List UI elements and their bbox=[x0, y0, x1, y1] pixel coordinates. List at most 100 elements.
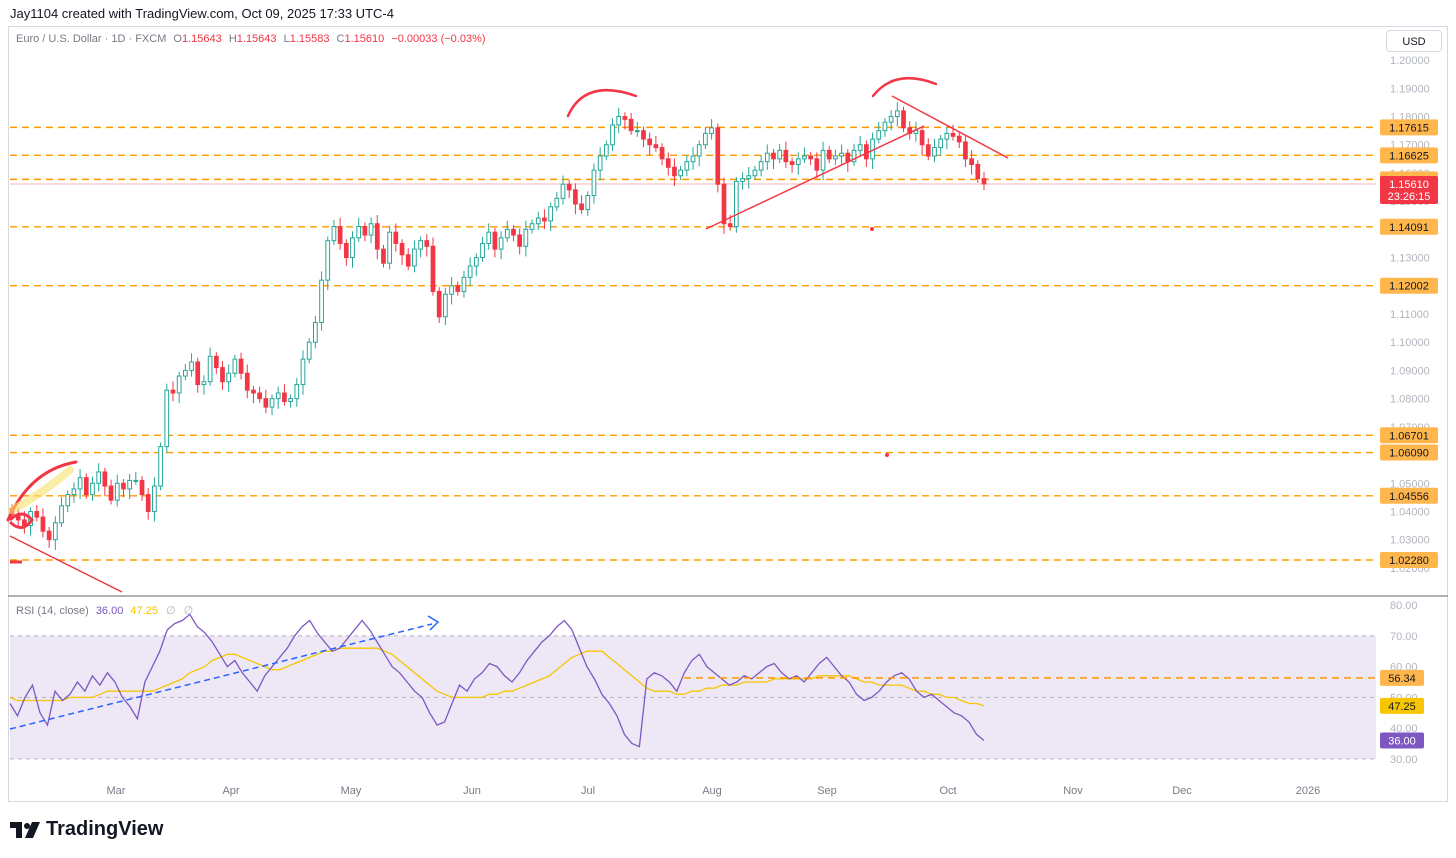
rsi-value-badge-label: 36.00 bbox=[1388, 735, 1416, 747]
price-axis-tick: 1.11000 bbox=[1390, 309, 1429, 321]
candle-body bbox=[34, 510, 40, 518]
rsi-legend: RSI (14, close) 36.00 47.25 ∅ ∅ bbox=[16, 604, 193, 617]
open-label: O bbox=[173, 33, 182, 45]
chart-frame bbox=[8, 26, 1448, 802]
low-label: L bbox=[283, 33, 290, 45]
time-axis-tick: Sep bbox=[817, 785, 837, 797]
level-badge bbox=[1380, 487, 1438, 504]
candle-body bbox=[975, 163, 981, 180]
time-axis-tick: 2026 bbox=[1296, 785, 1320, 797]
candle-body bbox=[876, 130, 882, 140]
candle-body bbox=[783, 149, 789, 163]
candle-body bbox=[814, 158, 820, 171]
candle-body bbox=[232, 358, 238, 374]
currency-button[interactable]: USD bbox=[1386, 30, 1442, 52]
candle-body bbox=[504, 228, 510, 239]
level-badge bbox=[1380, 551, 1438, 568]
time-axis-tick: Apr bbox=[222, 785, 239, 797]
candle-body bbox=[579, 203, 584, 211]
candle-body bbox=[665, 158, 671, 168]
candle-body bbox=[919, 130, 925, 146]
rsi-value-badge-label: 47.25 bbox=[1388, 701, 1416, 713]
candle-body bbox=[789, 161, 795, 165]
candle-body bbox=[300, 358, 306, 386]
candle-body bbox=[226, 372, 232, 383]
price-axis-tick: 1.13000 bbox=[1390, 253, 1430, 265]
price-axis-tick: 1.08000 bbox=[1390, 394, 1430, 406]
candle-body bbox=[207, 355, 213, 383]
rsi-axis-tick: 40.00 bbox=[1390, 723, 1418, 735]
candle-body bbox=[820, 149, 826, 171]
rsi-value: 36.00 bbox=[95, 605, 124, 617]
rsi-value-badge bbox=[1380, 669, 1424, 686]
price-axis-tick: 1.09000 bbox=[1390, 365, 1430, 377]
candle-body bbox=[325, 240, 331, 281]
candle-body bbox=[511, 228, 516, 236]
candle-body bbox=[40, 516, 46, 532]
rsi-hidden-icon-2[interactable]: ∅ bbox=[183, 605, 194, 617]
candle-body bbox=[932, 147, 937, 157]
candle-body bbox=[888, 116, 894, 123]
candle-body bbox=[46, 530, 52, 541]
candle-body bbox=[963, 141, 968, 160]
candle-body bbox=[752, 169, 758, 177]
candle-body bbox=[981, 178, 987, 185]
candle-body bbox=[659, 147, 665, 160]
rsi-axis-tick: 80.00 bbox=[1390, 600, 1418, 612]
candle-body bbox=[969, 158, 974, 165]
candle-body bbox=[956, 135, 962, 143]
candle-body bbox=[381, 248, 386, 264]
rsi-trendline bbox=[9, 623, 433, 730]
price-axis-tick: 1.05000 bbox=[1390, 478, 1430, 490]
marker-dot bbox=[870, 227, 874, 231]
time-axis-tick: Jun bbox=[463, 785, 481, 797]
candle-body bbox=[393, 231, 399, 244]
candle-body bbox=[269, 398, 275, 408]
candle-body bbox=[257, 392, 263, 400]
candle-body bbox=[882, 121, 888, 132]
candle-body bbox=[529, 223, 535, 230]
level-badge-label: 1.14091 bbox=[1389, 222, 1429, 234]
candle-body bbox=[449, 285, 454, 295]
candle-body bbox=[220, 367, 225, 383]
last-price-badge bbox=[1380, 175, 1438, 204]
candle-body bbox=[455, 285, 461, 292]
candle-body bbox=[826, 149, 832, 160]
candle-body bbox=[901, 110, 906, 129]
falling-trendline bbox=[891, 95, 1009, 159]
price-axis-tick: 1.20000 bbox=[1390, 55, 1430, 67]
candle-body bbox=[944, 132, 950, 140]
close-label: C bbox=[336, 33, 345, 45]
high-value: 1.15643 bbox=[236, 33, 277, 45]
candle-body bbox=[164, 389, 170, 448]
candle-body bbox=[696, 144, 702, 157]
drawn-loop bbox=[8, 512, 34, 529]
candle-body bbox=[83, 477, 89, 496]
candle-body bbox=[412, 248, 417, 267]
candle-body bbox=[331, 226, 337, 242]
time-axis-tick: Dec bbox=[1172, 785, 1192, 797]
candle-body bbox=[746, 175, 752, 180]
candle-body bbox=[461, 276, 467, 292]
candle-body bbox=[473, 257, 479, 267]
level-badge bbox=[1380, 444, 1438, 461]
candle-body bbox=[294, 384, 300, 400]
candle-body bbox=[102, 471, 108, 487]
candle-body bbox=[560, 183, 566, 199]
candle-body bbox=[498, 237, 504, 250]
candle-body bbox=[350, 237, 355, 259]
rsi-hidden-icon-1[interactable]: ∅ bbox=[166, 605, 176, 617]
candle-body bbox=[573, 189, 578, 205]
symbol-name: Euro / U.S. Dollar · 1D · FXCM bbox=[16, 33, 167, 45]
tradingview-logo[interactable]: TradingView bbox=[10, 818, 163, 841]
candle-body bbox=[833, 155, 838, 160]
candle-body bbox=[275, 392, 281, 400]
candle-body bbox=[424, 240, 430, 247]
candle-body bbox=[430, 245, 436, 292]
candle-body bbox=[114, 482, 120, 501]
candle-body bbox=[201, 381, 207, 386]
level-badge-label: 1.06701 bbox=[1389, 430, 1429, 442]
candle-body bbox=[443, 293, 448, 318]
highlight-stroke bbox=[8, 466, 74, 514]
